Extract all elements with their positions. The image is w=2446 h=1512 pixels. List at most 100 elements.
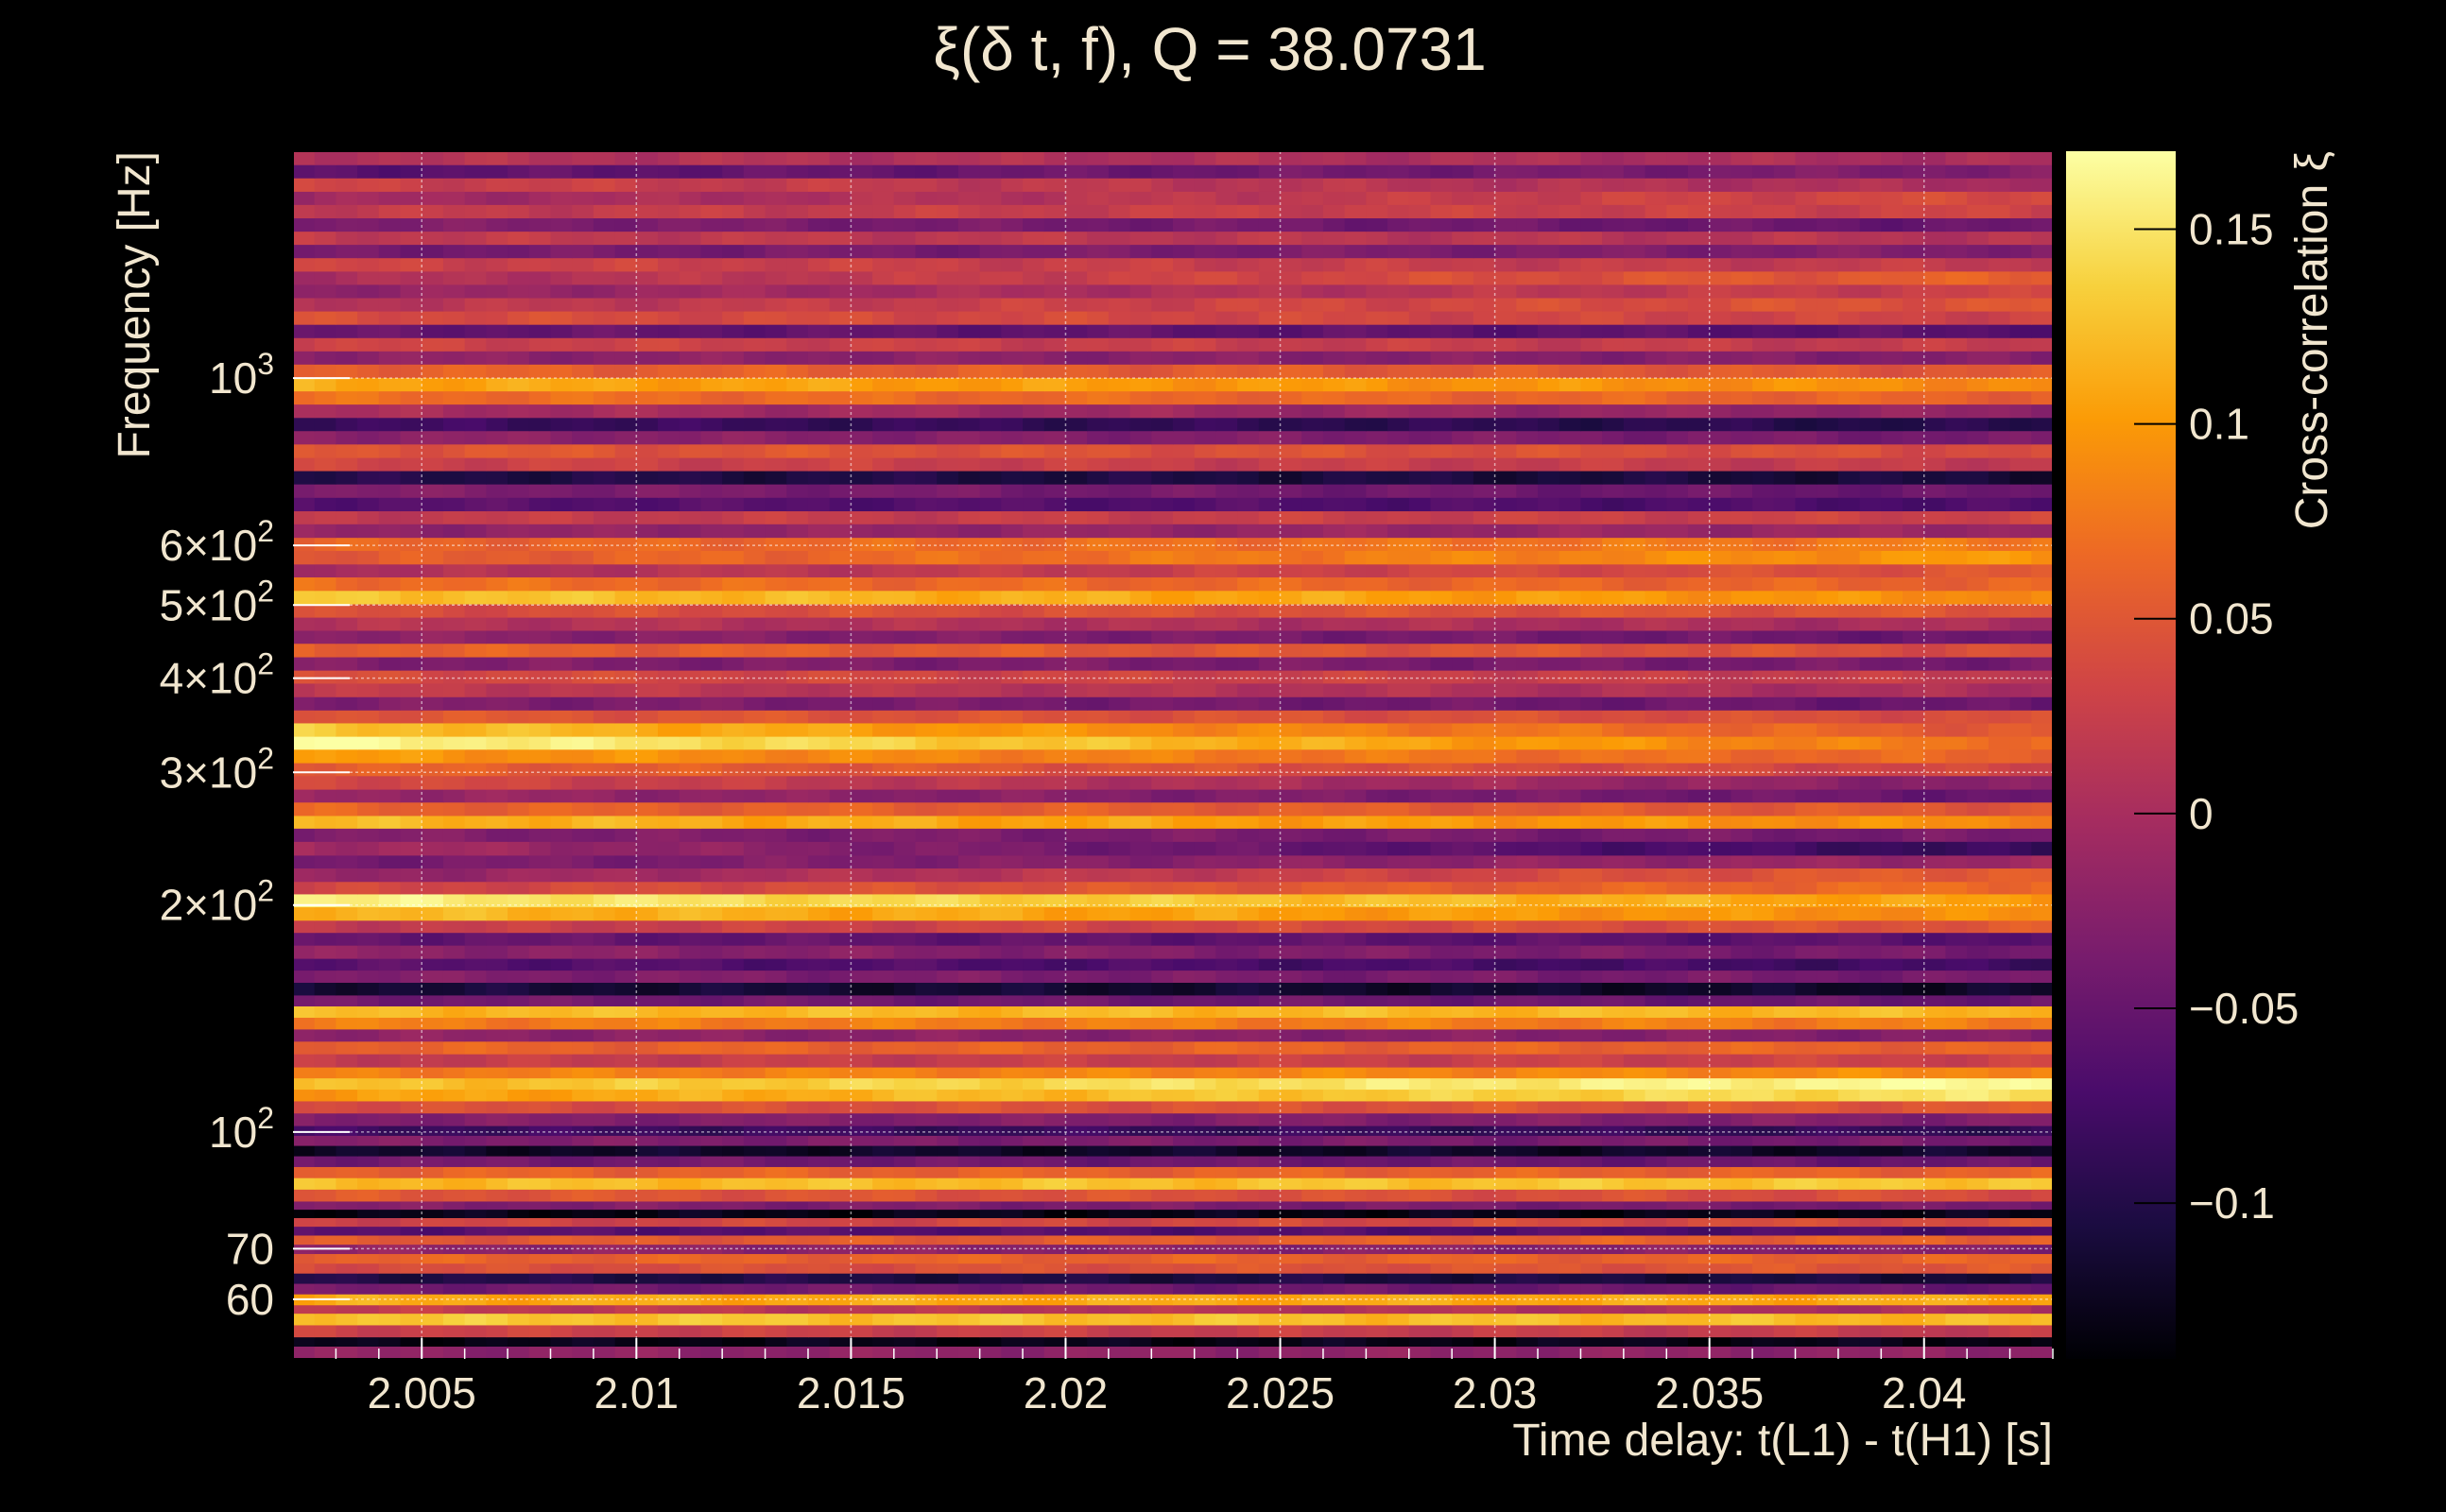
heatmap-cell <box>658 1304 680 1314</box>
heatmap-cell <box>593 1273 616 1284</box>
heatmap-cell <box>1237 1263 1260 1274</box>
heatmap-cell <box>1215 1066 1238 1079</box>
heatmap-cell <box>1538 748 1560 764</box>
heatmap-cell <box>1065 1040 1088 1055</box>
heatmap-cell <box>508 1028 530 1042</box>
heatmap-cell <box>1194 1234 1217 1246</box>
heatmap-cell <box>722 1282 745 1295</box>
heatmap-cell <box>1988 1066 2011 1079</box>
heatmap-cell <box>1108 1313 1131 1326</box>
heatmap-cell <box>1108 710 1131 724</box>
heatmap-cell <box>937 696 959 711</box>
heatmap-cell <box>893 1145 917 1157</box>
heatmap-cell <box>786 1054 809 1068</box>
heatmap-cell <box>1452 1145 1474 1157</box>
heatmap-cell <box>1087 1294 1110 1306</box>
heatmap-cell <box>1108 854 1131 869</box>
heatmap-cell <box>979 1253 1002 1264</box>
heatmap-cell <box>1494 982 1517 996</box>
heatmap-cell <box>1837 1040 1861 1055</box>
heatmap-cell <box>1065 1209 1088 1219</box>
heatmap-cell <box>872 945 895 959</box>
heatmap-cell <box>2031 1217 2054 1228</box>
heatmap-cell <box>1408 656 1432 671</box>
heatmap-cell <box>1967 1263 1990 1274</box>
heatmap-cell <box>378 958 402 971</box>
heatmap-cell <box>807 1054 831 1068</box>
heatmap-cell <box>1366 1166 1388 1178</box>
heatmap-cell <box>422 1253 444 1264</box>
heatmap-cell <box>807 1282 831 1295</box>
heatmap-cell <box>1923 801 1947 816</box>
heatmap-cell <box>528 994 552 1006</box>
heatmap-cell <box>1666 932 1689 946</box>
heatmap-cell <box>937 1282 959 1295</box>
heatmap-cell <box>1967 1040 1990 1055</box>
heatmap-cell <box>957 656 981 671</box>
heatmap-cell <box>1043 994 1067 1006</box>
heatmap-cell <box>765 1189 787 1202</box>
chart-title: ξ(δ t, f), Q = 38.0731 <box>933 15 1486 83</box>
heatmap-cell <box>464 670 487 684</box>
heatmap-cell <box>550 868 573 883</box>
heatmap-cell <box>508 906 530 921</box>
heatmap-cell <box>1516 1100 1539 1114</box>
heatmap-cell <box>1559 1040 1582 1055</box>
heatmap-cell <box>1709 722 1731 737</box>
heatmap-cell <box>872 1253 895 1264</box>
heatmap-cell <box>1087 828 1110 842</box>
heatmap-cell <box>1645 994 1667 1006</box>
heatmap-cell <box>1516 881 1539 895</box>
heatmap-cell <box>700 1336 723 1348</box>
heatmap-cell <box>1194 1145 1217 1157</box>
heatmap-cell <box>1494 945 1517 959</box>
heatmap-cell <box>1023 932 1045 946</box>
heatmap-cell <box>1903 945 1925 959</box>
heatmap-cell <box>442 1304 466 1314</box>
heatmap-cell <box>1023 1304 1045 1314</box>
heatmap-cell <box>1773 1336 1797 1348</box>
heatmap-cell <box>1473 801 1496 816</box>
heatmap-cell <box>979 1217 1002 1228</box>
heatmap-cell <box>1602 1040 1625 1055</box>
heatmap-cell <box>786 1244 809 1255</box>
heatmap-cell <box>786 945 809 959</box>
heatmap-cell <box>1322 1145 1346 1157</box>
heatmap-cell <box>636 789 659 803</box>
heatmap-cell <box>1516 1112 1539 1126</box>
heatmap-cell <box>1945 736 1968 750</box>
heatmap-cell <box>658 1005 680 1018</box>
heatmap-cell <box>743 1217 767 1228</box>
heatmap-cell <box>486 1125 508 1136</box>
heatmap-cell <box>765 1125 787 1136</box>
heatmap-cell <box>1709 1145 1731 1157</box>
heatmap-cell <box>1366 1066 1388 1079</box>
heatmap-cell <box>572 919 594 934</box>
heatmap-cell <box>1087 1346 1110 1360</box>
heatmap-cell <box>700 1294 723 1306</box>
heatmap-cell <box>336 841 358 856</box>
heatmap-cell <box>1194 1166 1217 1178</box>
heatmap-cell <box>1817 1028 1839 1042</box>
heatmap-cell <box>1194 1005 1217 1018</box>
heatmap-cell <box>1301 763 1324 777</box>
heatmap-cell <box>614 1156 637 1167</box>
heatmap-cell <box>1645 748 1667 764</box>
heatmap-cell <box>1709 1273 1731 1284</box>
heatmap-cell <box>851 1100 873 1114</box>
heatmap-cell <box>1129 1273 1152 1284</box>
heatmap-cell <box>893 1217 917 1228</box>
heatmap-cell <box>293 1324 316 1338</box>
heatmap-cell <box>1151 1209 1174 1219</box>
heatmap-cell <box>1194 1209 1217 1219</box>
heatmap-cell <box>765 994 787 1006</box>
heatmap-cell <box>2009 656 2032 671</box>
heatmap-cell <box>1494 1253 1517 1264</box>
heatmap-cell <box>1945 1166 1968 1178</box>
heatmap-cell <box>1430 1028 1453 1042</box>
heatmap-cell <box>1559 1324 1582 1338</box>
heatmap-cell <box>807 958 831 971</box>
heatmap-cell <box>1817 1145 1839 1157</box>
heatmap-cell <box>1280 841 1302 856</box>
heatmap-cell <box>1087 1273 1110 1284</box>
